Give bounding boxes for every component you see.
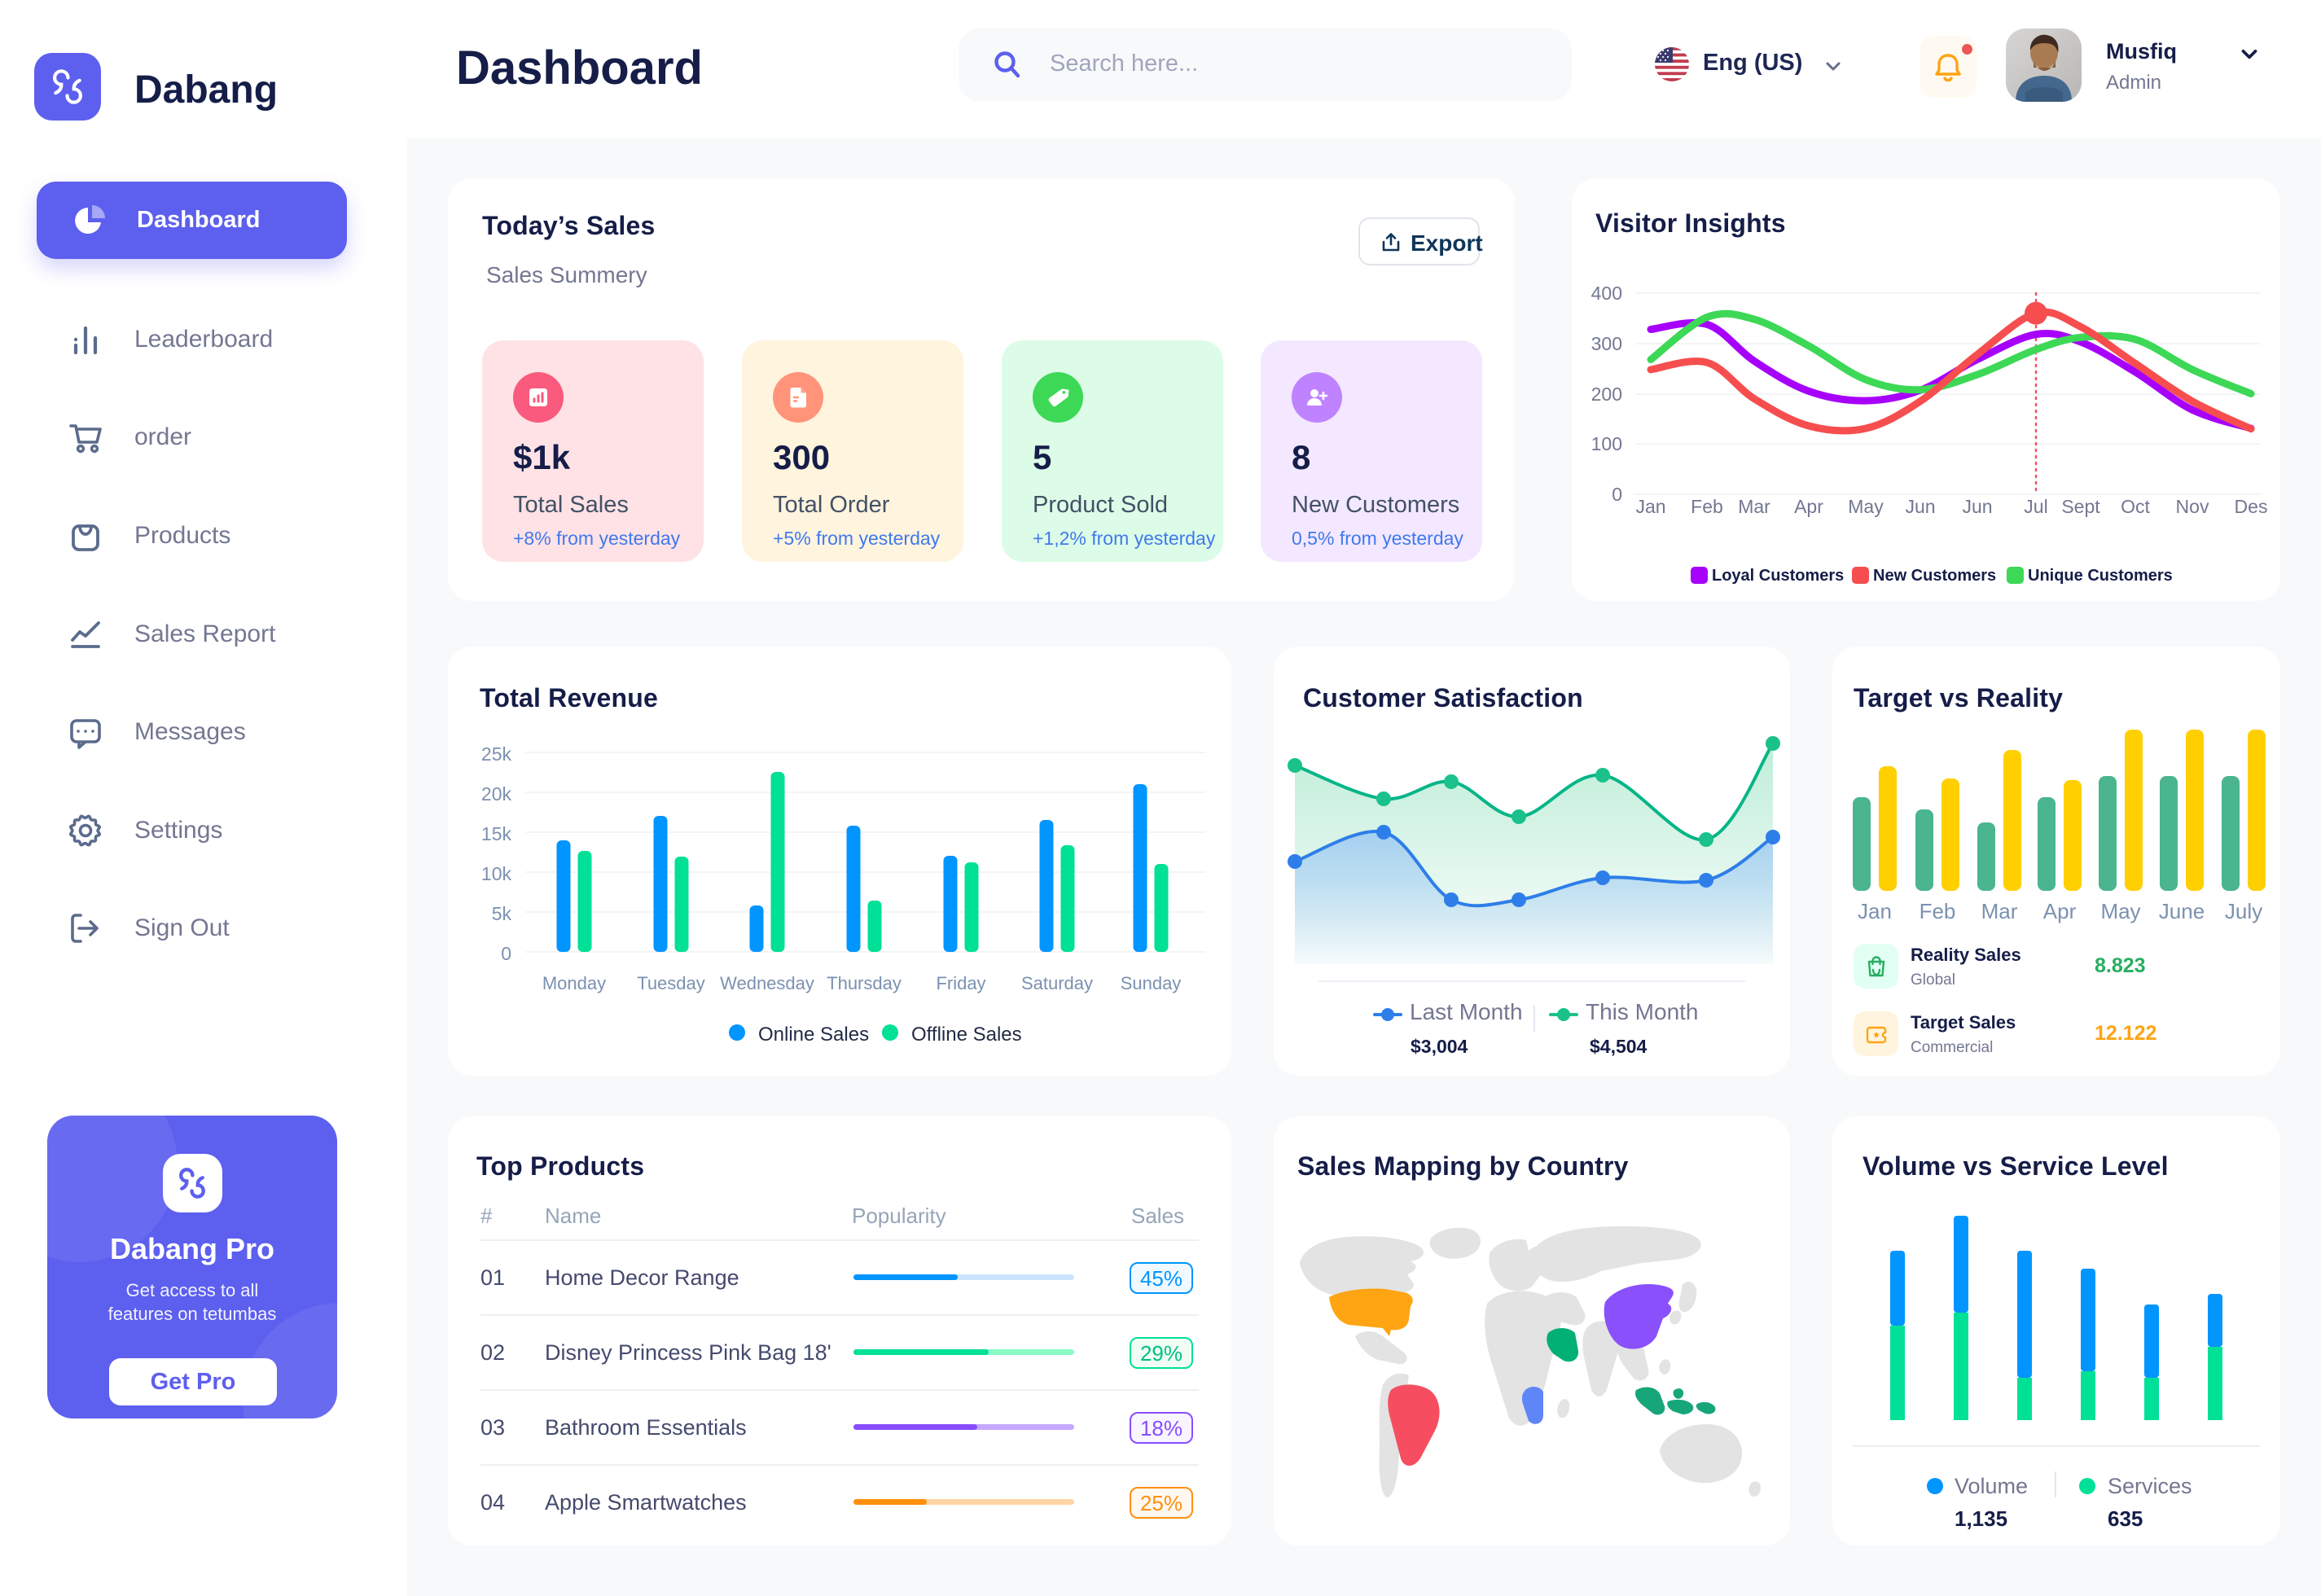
svg-text:1,135: 1,135 bbox=[1955, 1506, 2007, 1531]
svg-text:Monday: Monday bbox=[542, 973, 606, 993]
svg-text:Feb: Feb bbox=[1920, 899, 1956, 923]
svg-text:June: June bbox=[2159, 899, 2205, 923]
svg-text:This Month: This Month bbox=[1586, 999, 1699, 1024]
svg-text:Mar: Mar bbox=[1738, 496, 1770, 517]
svg-text:Friday: Friday bbox=[936, 973, 985, 993]
svg-text:Apr: Apr bbox=[1794, 496, 1823, 517]
svg-text:400: 400 bbox=[1591, 283, 1622, 304]
svg-text:Wednesday: Wednesday bbox=[720, 973, 814, 993]
svg-text:Jun: Jun bbox=[1962, 496, 1992, 517]
svg-text:$4,504: $4,504 bbox=[1590, 1036, 1648, 1057]
svg-text:15k: 15k bbox=[481, 823, 512, 844]
svg-text:Loyal Customers: Loyal Customers bbox=[1712, 567, 1844, 585]
svg-text:Jan: Jan bbox=[1858, 899, 1892, 923]
svg-text:$3,004: $3,004 bbox=[1411, 1036, 1468, 1057]
svg-text:20k: 20k bbox=[481, 783, 512, 805]
svg-text:Sunday: Sunday bbox=[1121, 973, 1182, 993]
svg-text:Jan: Jan bbox=[1635, 496, 1665, 517]
svg-text:New Customers: New Customers bbox=[1873, 567, 1996, 585]
svg-text:Oct: Oct bbox=[2121, 496, 2150, 517]
svg-text:200: 200 bbox=[1591, 384, 1622, 405]
svg-text:Last Month: Last Month bbox=[1410, 999, 1523, 1024]
svg-text:July: July bbox=[2225, 899, 2262, 923]
svg-text:Online Sales: Online Sales bbox=[758, 1024, 869, 1046]
svg-text:Jun: Jun bbox=[1905, 496, 1935, 517]
svg-text:0: 0 bbox=[1612, 484, 1622, 505]
svg-text:Thursday: Thursday bbox=[827, 973, 902, 993]
svg-text:Volume: Volume bbox=[1955, 1474, 2028, 1498]
svg-text:Tuesday: Tuesday bbox=[637, 973, 705, 993]
svg-text:Nov: Nov bbox=[2176, 496, 2209, 517]
svg-text:5k: 5k bbox=[492, 903, 512, 924]
svg-text:Feb: Feb bbox=[1691, 496, 1723, 517]
svg-text:Des: Des bbox=[2235, 496, 2268, 517]
svg-text:0: 0 bbox=[501, 943, 511, 964]
svg-text:10k: 10k bbox=[481, 863, 512, 884]
svg-text:Unique Customers: Unique Customers bbox=[2028, 567, 2173, 585]
svg-text:May: May bbox=[1848, 496, 1884, 517]
svg-text:Services: Services bbox=[2108, 1474, 2192, 1498]
svg-text:635: 635 bbox=[2108, 1506, 2143, 1531]
svg-text:May: May bbox=[2100, 899, 2140, 923]
svg-text:100: 100 bbox=[1591, 433, 1622, 454]
svg-text:Offline Sales: Offline Sales bbox=[911, 1024, 1022, 1046]
svg-text:Mar: Mar bbox=[1981, 899, 2018, 923]
svg-text:300: 300 bbox=[1591, 333, 1622, 354]
svg-text:Jul: Jul bbox=[2024, 496, 2047, 517]
svg-text:Saturday: Saturday bbox=[1021, 973, 1093, 993]
svg-text:Apr: Apr bbox=[2043, 899, 2077, 923]
svg-text:Sept: Sept bbox=[2061, 496, 2100, 517]
svg-text:25k: 25k bbox=[481, 743, 512, 765]
